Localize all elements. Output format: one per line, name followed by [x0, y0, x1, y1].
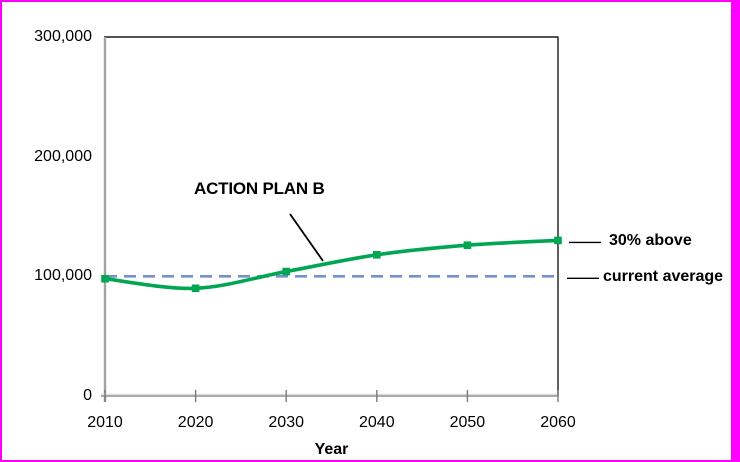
x-tick-label: 2060 [540, 414, 576, 431]
x-tick-label: 2020 [177, 414, 214, 431]
x-tick-label: 2050 [449, 414, 486, 431]
series-marker-square [101, 274, 109, 283]
series-marker-square [554, 236, 562, 245]
chart-canvas [101, 36, 601, 402]
y-tick-label: 100,000 [34, 267, 92, 285]
series-annotation-label: ACTION PLAN B [194, 179, 325, 198]
series-marker-square [191, 284, 200, 293]
y-tick-label: 0 [83, 387, 92, 404]
series-line-action-plan-b [103, 238, 560, 291]
x-axis-title: Year [314, 441, 349, 458]
y-tick-label: 200,000 [34, 147, 92, 165]
series-marker-square [373, 250, 381, 259]
x-tick-label: 2030 [268, 414, 304, 431]
series-marker-square [282, 267, 290, 276]
annotation-callout-line [289, 213, 324, 262]
x-tick-label: 2010 [87, 414, 123, 431]
series-marker-square [463, 241, 472, 250]
y-tick-label: 300,000 [34, 28, 92, 45]
callout-label-30pct-above: 30% above [609, 232, 692, 250]
callout-label-current-average: current average [603, 268, 724, 286]
x-tick-label: 2040 [359, 414, 395, 431]
